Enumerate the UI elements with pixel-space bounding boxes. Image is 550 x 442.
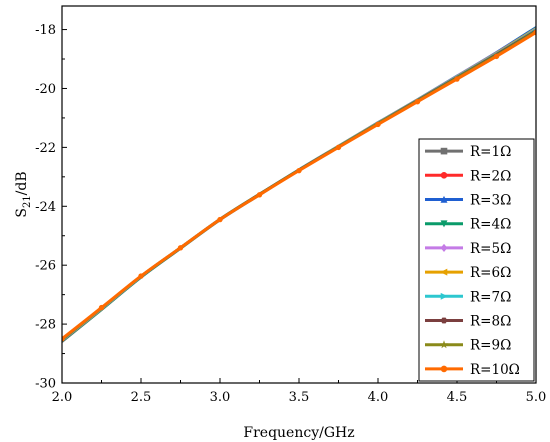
legend-label: R=1Ω xyxy=(470,144,511,160)
legend-marker xyxy=(440,147,448,155)
x-tick-label: 3.0 xyxy=(210,390,231,405)
legend-marker xyxy=(440,317,448,324)
axes-layer: 2.0 2.5 3.0 3.5 4.0 4.5 5.0 -30 -28 -26 -24 -22 -20 -… xyxy=(35,5,547,405)
series-layer xyxy=(62,26,536,343)
legend-label: R=4Ω xyxy=(470,217,511,233)
data-point xyxy=(493,53,500,60)
legend-label: R=10Ω xyxy=(470,362,520,378)
data-point xyxy=(217,216,223,223)
x-tick-label: 2.5 xyxy=(131,390,152,405)
legend-item: R=10Ω xyxy=(425,362,520,378)
data-point xyxy=(98,304,105,311)
legend-item: R=2Ω xyxy=(425,168,511,184)
legend-marker xyxy=(439,340,449,349)
legend-label: R=6Ω xyxy=(470,265,511,281)
y-axis-title-sub: 21 xyxy=(22,195,33,208)
legend-marker xyxy=(440,195,448,203)
y-tick-label: -26 xyxy=(35,259,56,274)
legend-box xyxy=(418,138,535,382)
legend-item: R=8Ω xyxy=(425,314,511,330)
legend-marker xyxy=(440,365,448,373)
x-tick-label: 3.5 xyxy=(289,390,310,405)
legend-item: R=1Ω xyxy=(425,144,511,160)
y-tick-label: -30 xyxy=(35,377,56,392)
x-axis-title: Frequency/GHz xyxy=(243,425,354,441)
data-point xyxy=(414,99,421,105)
data-point xyxy=(296,167,302,174)
x-tick-label: 4.5 xyxy=(447,390,468,405)
y-tick-label: -20 xyxy=(35,82,56,97)
legend-item: R=9Ω xyxy=(425,338,511,354)
legend-item: R=7Ω xyxy=(425,289,511,305)
legend-marker xyxy=(440,268,448,276)
y-tick-label: -28 xyxy=(35,318,56,333)
legend-item: R=3Ω xyxy=(425,193,511,209)
legend-label: R=5Ω xyxy=(470,241,511,257)
legend-marker xyxy=(440,220,448,228)
y-tick-label: -18 xyxy=(35,23,56,38)
y-axis-title-main: S xyxy=(14,208,30,218)
y-axis-title-rest: /dB xyxy=(14,171,30,195)
data-point xyxy=(177,245,184,251)
legend-label: R=3Ω xyxy=(470,193,511,209)
y-axis-title: S21/dB xyxy=(14,171,33,217)
legend-marker xyxy=(440,172,448,179)
data-point xyxy=(454,76,460,82)
x-tick-label: 5.0 xyxy=(526,390,547,405)
y-tick-label: -22 xyxy=(35,141,56,156)
x-tick-label: 2.0 xyxy=(52,390,73,405)
x-tick-label: 4.0 xyxy=(368,390,389,405)
legend-item: R=5Ω xyxy=(425,241,511,257)
legend-item: R=4Ω xyxy=(425,217,511,233)
legend-marker xyxy=(440,292,448,300)
legend-label: R=2Ω xyxy=(470,168,511,184)
data-point xyxy=(375,121,381,128)
y-tick-label: -24 xyxy=(35,200,56,215)
data-point xyxy=(335,144,342,151)
data-point xyxy=(256,192,263,198)
legend: R=1Ω R=2Ω R=3Ω R=4Ω R=5Ω R=6Ω R=7Ω R=8Ω R=9Ω R=10… xyxy=(418,138,535,382)
data-point xyxy=(138,273,144,279)
legend-label: R=7Ω xyxy=(470,289,511,305)
legend-label: R=8Ω xyxy=(470,314,511,330)
legend-label: R=9Ω xyxy=(470,338,511,354)
legend-marker xyxy=(440,243,448,252)
legend-item: R=6Ω xyxy=(425,265,511,281)
